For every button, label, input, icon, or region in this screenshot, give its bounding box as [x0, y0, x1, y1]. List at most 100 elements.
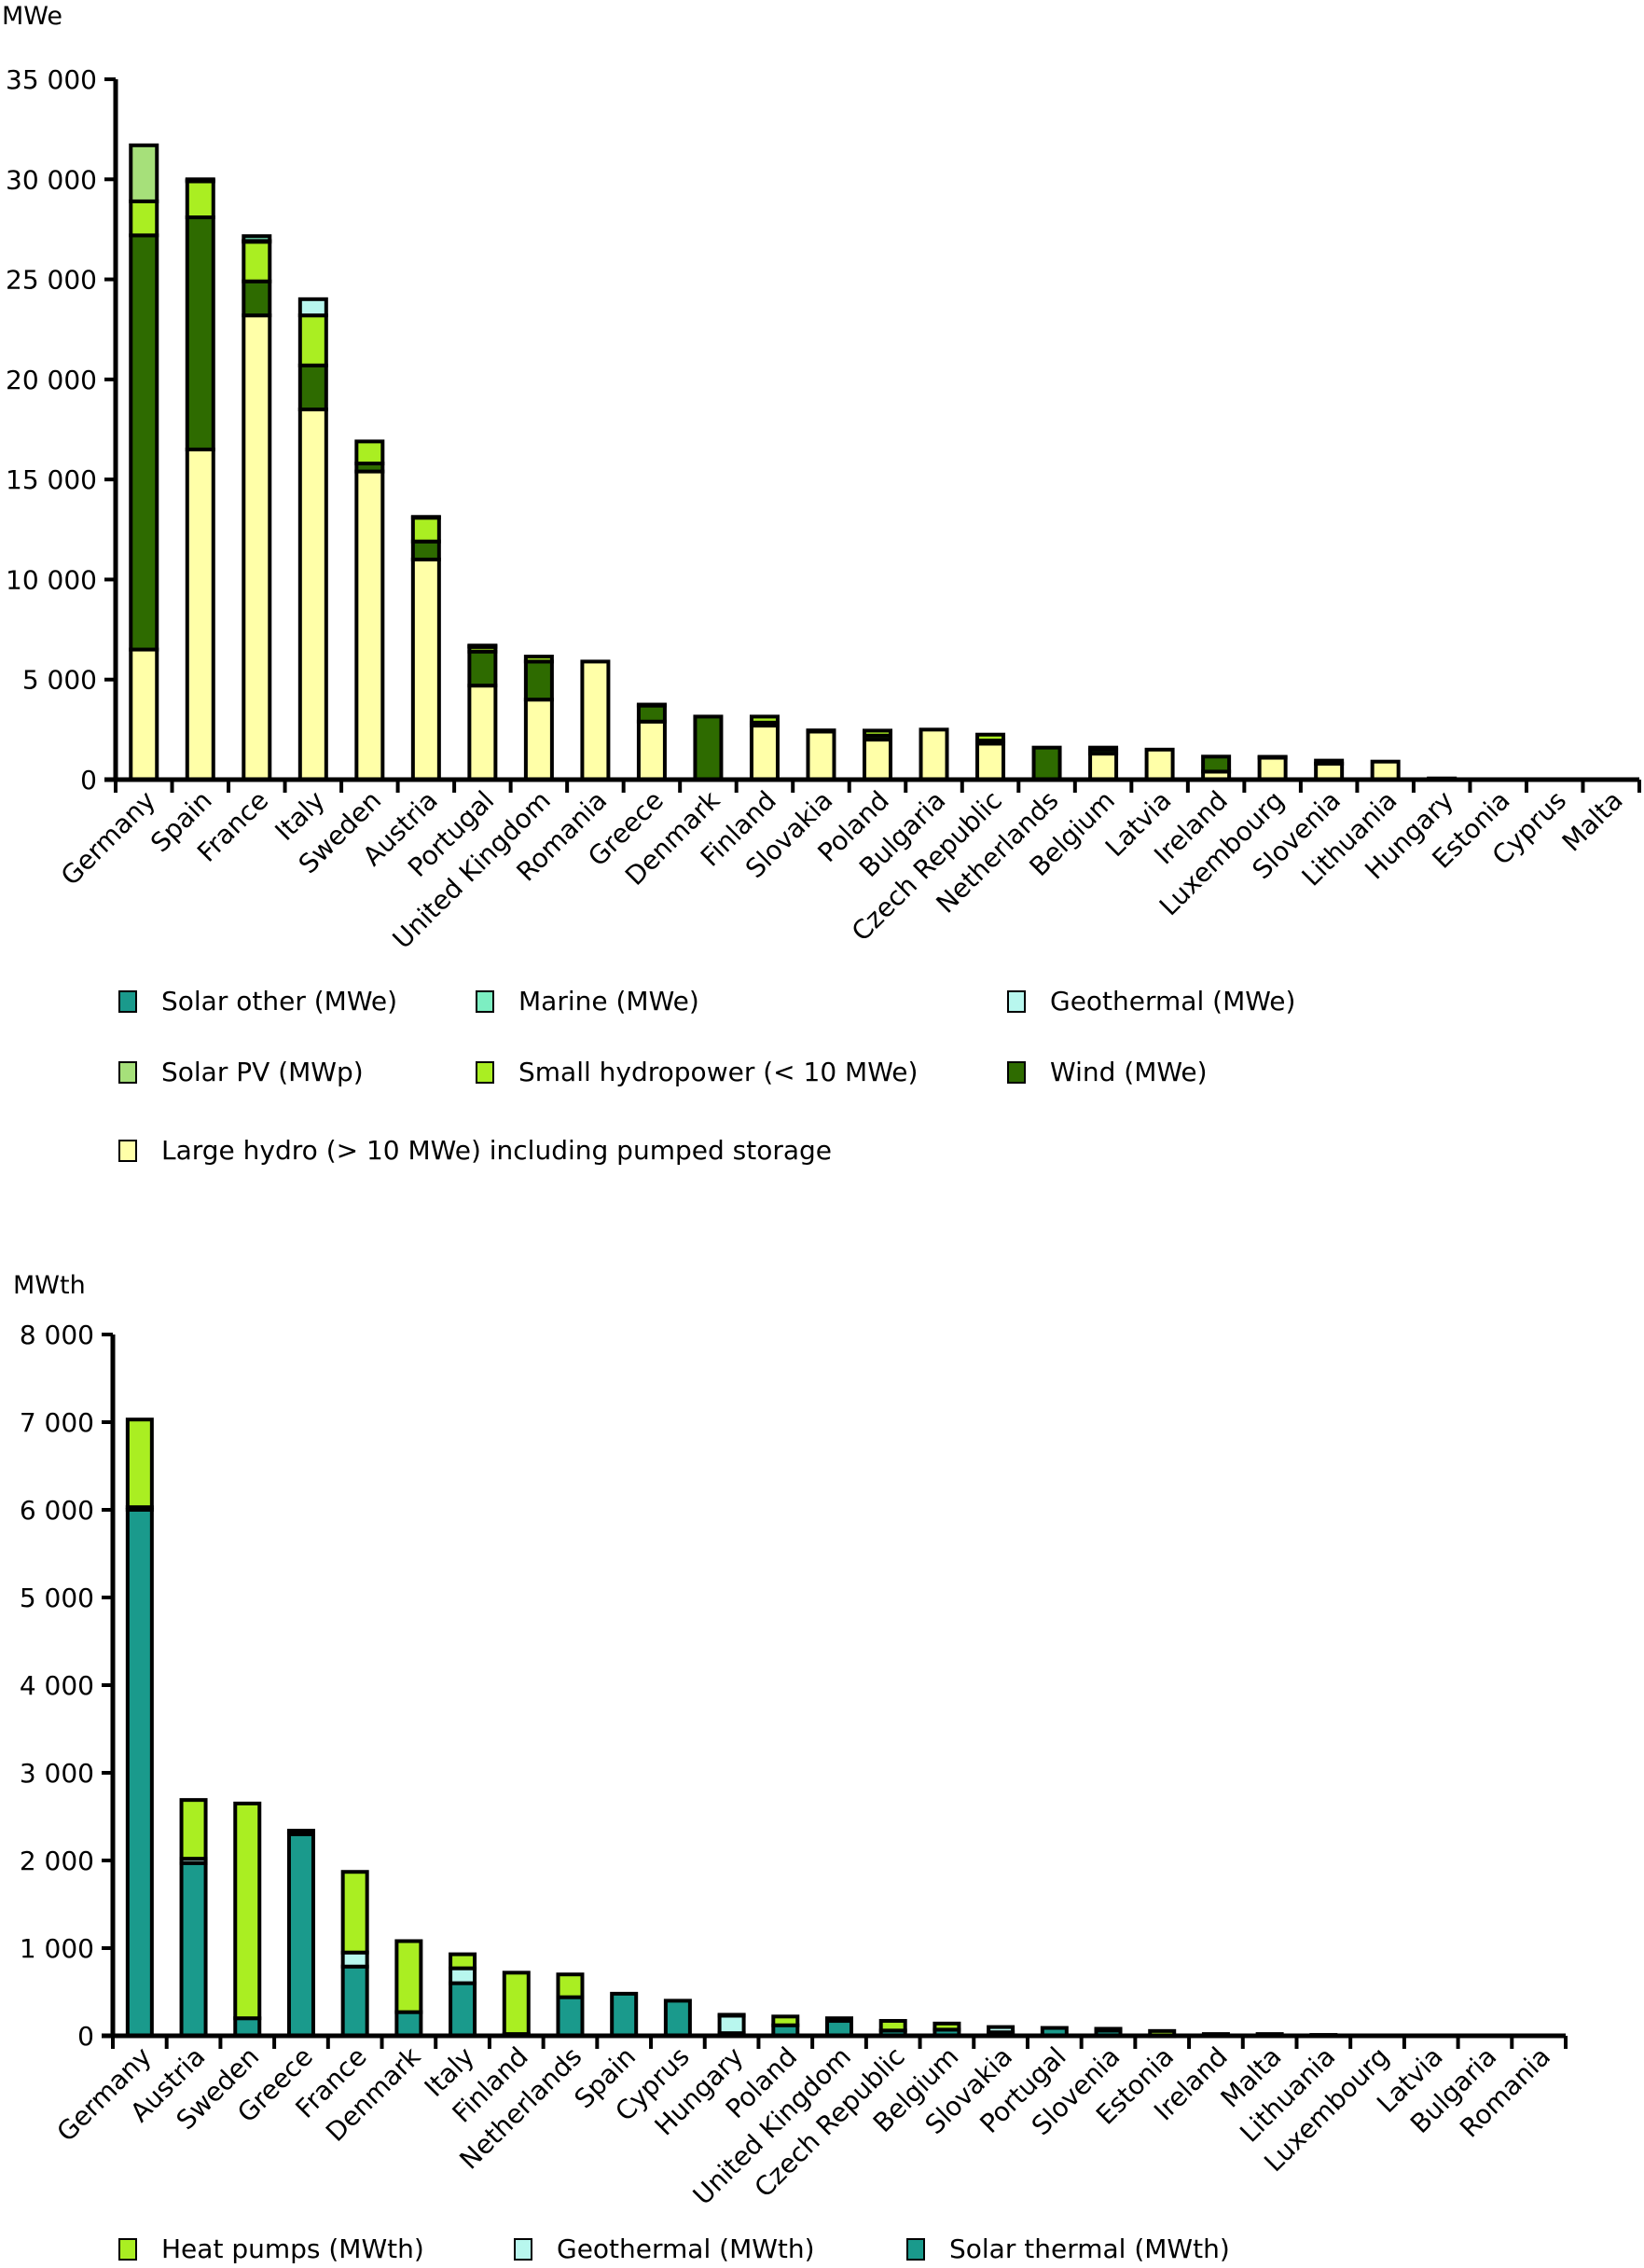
legend-label: Wind (MWe) — [1050, 1057, 1208, 1087]
legend-label: Heat pumps (MWth) — [161, 2233, 424, 2264]
top-segment-wind-mwe — [410, 539, 441, 561]
legend-label: Geothermal (MWe) — [1050, 986, 1296, 1016]
bottom-segment-heat-pumps-mwth — [717, 2012, 746, 2018]
top-segment-large-hydro-10-mwe-including-pumped-storage — [919, 727, 949, 781]
top-bar-sweden — [354, 439, 385, 781]
top-segment-solar-pv-mwp — [410, 515, 441, 520]
bottom-chart-capacity-mwth: 0 1 000 2 000 3 000 4 000 5 000 6 000 7 000 8 00… — [20, 1320, 1568, 2211]
top-bar-ireland — [1201, 754, 1232, 781]
top-bar-luxembourg — [1257, 754, 1288, 782]
legend-swatch — [118, 1139, 137, 1162]
bottom-segment-heat-pumps-mwth — [179, 1798, 208, 1861]
top-segment-large-hydro-10-mwe-including-pumped-storage — [749, 724, 780, 782]
legend-swatch — [906, 2237, 925, 2261]
bottom-segment-heat-pumps-mwth — [394, 1939, 423, 2014]
top-bar-greece — [636, 702, 667, 782]
bottom-segment-solar-thermal-mwth — [663, 1998, 692, 2038]
bottom-ytick-label: 4 000 — [20, 1670, 94, 1701]
bottom-bar-denmark — [394, 1939, 423, 2039]
top-legend-item-small-hydropower-10-mwe: Small hydropower (< 10 MWe) — [476, 1057, 918, 1087]
legend-swatch — [118, 989, 137, 1013]
top-legend-item-solar-other-mwe: Solar other (MWe) — [118, 986, 397, 1016]
top-ytick-label: 10 000 — [6, 564, 97, 595]
bottom-ytick-label: 6 000 — [20, 1495, 94, 1526]
top-chart-capacity-mwe: 0 5 000 10 000 15 000 20 000 25 000 30 000 35 0… — [6, 64, 1641, 955]
legend-label: Large hydro (> 10 MWe) including pumped … — [161, 1135, 833, 1166]
bottom-segment-solar-thermal-mwth — [340, 1964, 369, 2038]
top-bar-bulgaria — [919, 727, 949, 781]
bottom-segment-heat-pumps-mwth — [502, 1971, 531, 2037]
top-segment-wind-mwe — [242, 279, 272, 318]
bottom-segment-heat-pumps-mwth — [340, 1870, 369, 1955]
bottom-segment-heat-pumps-mwth — [878, 2019, 907, 2033]
bottom-bar-greece — [286, 1829, 315, 2039]
top-segment-small-hydropower-10-mwe — [297, 313, 328, 367]
top-segment-large-hydro-10-mwe-including-pumped-storage — [1144, 747, 1175, 781]
legend-label: Solar thermal (MWth) — [949, 2233, 1230, 2264]
top-bar-slovenia — [1314, 758, 1345, 782]
bottom-bar-spain — [610, 1991, 639, 2038]
legend-label: Small hydropower (< 10 MWe) — [518, 1057, 919, 1087]
bottom-bar-italy — [449, 1952, 477, 2039]
top-ytick-label: 0 — [80, 765, 97, 795]
top-bar-denmark — [693, 714, 724, 781]
top-bar-slovakia — [806, 728, 836, 782]
bottom-segment-heat-pumps-mwth — [286, 1829, 315, 1834]
bottom-segment-heat-pumps-mwth — [449, 1952, 477, 1971]
top-legend-item-wind-mwe: Wind (MWe) — [1007, 1057, 1208, 1087]
top-segment-small-hydropower-10-mwe — [749, 714, 780, 725]
top-legend-item-large-hydro-10-mwe-including-pumped-storage: Large hydro (> 10 MWe) including pumped … — [118, 1135, 832, 1166]
top-bar-portugal — [467, 643, 498, 781]
top-segment-wind-mwe — [523, 659, 554, 702]
top-segment-small-hydropower-10-mwe — [975, 732, 1006, 743]
top-segment-wind-mwe — [467, 649, 498, 688]
top-segment-large-hydro-10-mwe-including-pumped-storage — [636, 719, 667, 782]
bottom-bar-netherlands — [556, 1972, 585, 2038]
top-bar-belgium — [1088, 745, 1119, 781]
bottom-ytick-label: 5 000 — [20, 1583, 94, 1613]
bottom-legend-item-geothermal-mwth: Geothermal (MWth) — [514, 2233, 815, 2264]
top-segment-wind-mwe — [1031, 745, 1062, 782]
top-category-label: Malta — [1556, 785, 1629, 858]
bottom-ytick-label: 7 000 — [20, 1407, 94, 1438]
bottom-segment-solar-thermal-mwth — [394, 2010, 423, 2039]
top-bar-united-kingdom — [523, 655, 554, 782]
top-segment-solar-other-mwe — [185, 177, 215, 183]
top-bar-latvia — [1144, 747, 1175, 781]
bottom-segment-geothermal-mwth — [1094, 2026, 1123, 2033]
top-segment-wind-mwe — [1201, 754, 1232, 774]
top-segment-marine-mwe — [242, 234, 272, 243]
bottom-bar-hungary — [717, 2012, 746, 2038]
bottom-segment-solar-thermal-mwth — [233, 2016, 262, 2038]
bottom-bar-sweden — [233, 1801, 262, 2038]
top-segment-large-hydro-10-mwe-including-pumped-storage — [467, 684, 498, 781]
top-bar-france — [242, 234, 272, 781]
top-segment-large-hydro-10-mwe-including-pumped-storage — [1370, 759, 1401, 782]
top-bar-lithuania — [1370, 759, 1401, 782]
top-segment-large-hydro-10-mwe-including-pumped-storage — [129, 647, 159, 781]
legend-swatch — [476, 1060, 494, 1084]
bottom-legend-item-heat-pumps-mwth: Heat pumps (MWth) — [118, 2233, 424, 2264]
bottom-segment-geothermal-mwth — [340, 1950, 369, 1969]
top-ytick-label: 20 000 — [6, 365, 97, 395]
top-segment-large-hydro-10-mwe-including-pumped-storage — [863, 738, 892, 781]
top-segment-large-hydro-10-mwe-including-pumped-storage — [975, 741, 1006, 781]
top-chart-y-unit: MWe — [2, 2, 62, 31]
top-bar-finland — [749, 714, 780, 782]
bottom-segment-geothermal-mwth — [717, 2013, 746, 2036]
top-segment-small-hydropower-10-mwe — [1088, 745, 1119, 752]
legend-label: Geothermal (MWth) — [557, 2233, 815, 2264]
top-bar-germany — [129, 143, 159, 781]
top-segment-small-hydropower-10-mwe — [129, 199, 159, 238]
bottom-segment-solar-thermal-mwth — [610, 1991, 639, 2038]
bottom-segment-solar-thermal-mwth — [179, 1860, 208, 2038]
top-segment-small-hydropower-10-mwe — [354, 439, 385, 465]
top-segment-geothermal-mwe — [467, 643, 498, 649]
top-bar-netherlands — [1031, 745, 1062, 782]
top-segment-small-hydropower-10-mwe — [806, 728, 836, 734]
top-segment-wind-mwe — [129, 233, 159, 652]
bottom-bar-finland — [502, 1971, 531, 2039]
top-legend-item-solar-pv-mwp: Solar PV (MWp) — [118, 1057, 364, 1087]
legend-label: Marine (MWe) — [518, 986, 699, 1016]
